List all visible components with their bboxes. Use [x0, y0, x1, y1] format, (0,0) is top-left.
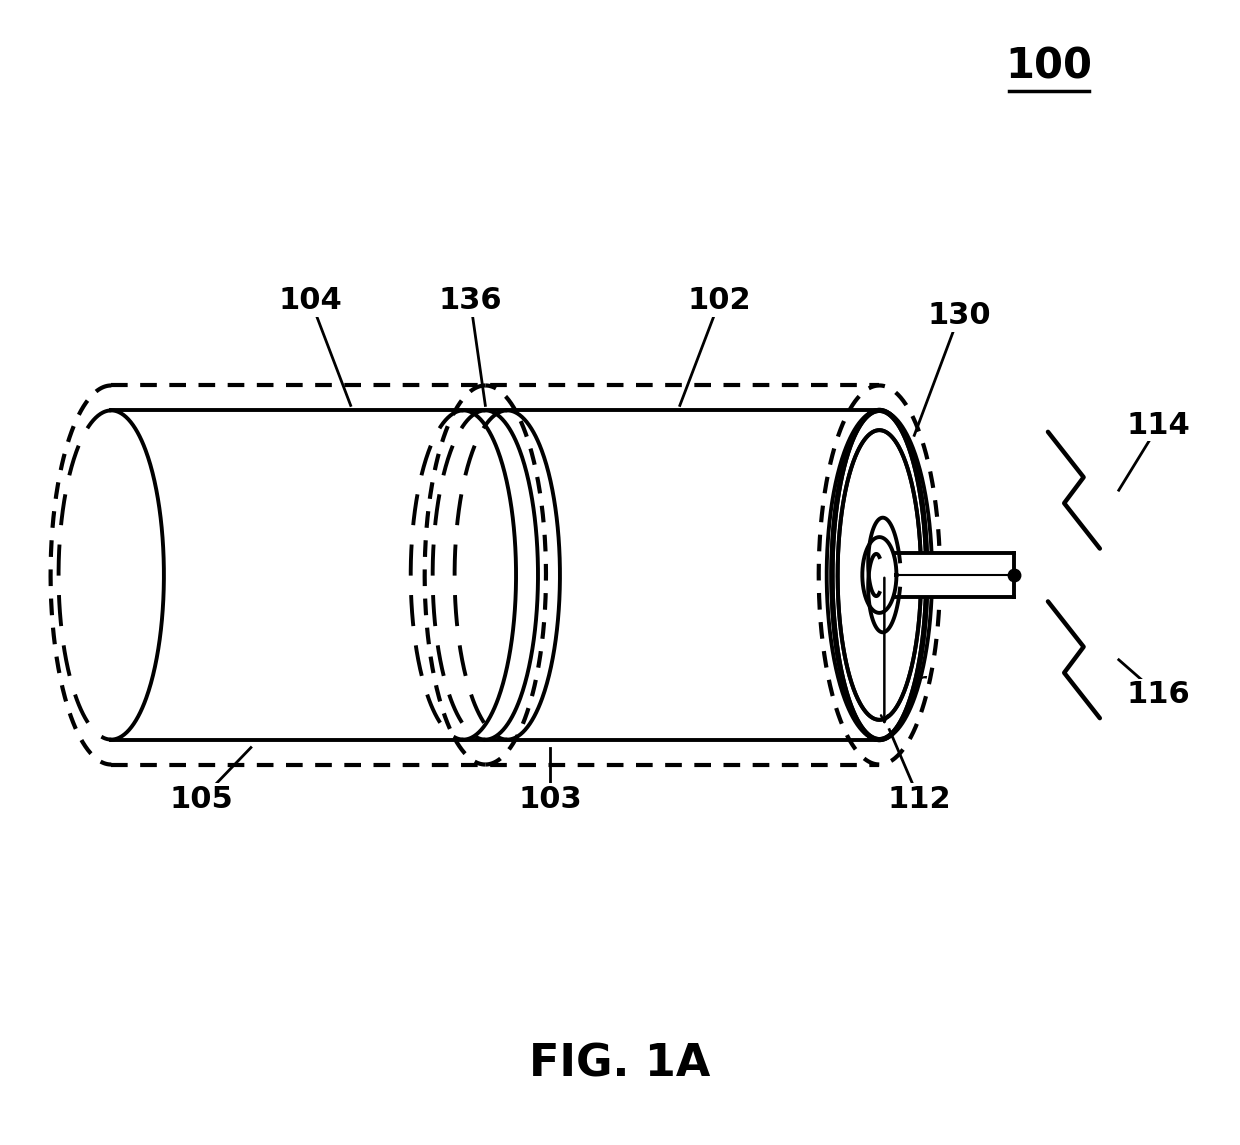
Polygon shape — [832, 410, 926, 740]
Text: $r$: $r$ — [913, 670, 929, 698]
Text: 105: 105 — [169, 785, 233, 814]
Text: 100: 100 — [1006, 46, 1092, 87]
Polygon shape — [879, 553, 1014, 597]
Polygon shape — [862, 537, 897, 613]
Text: 136: 136 — [439, 286, 502, 315]
Text: 103: 103 — [518, 785, 582, 814]
Text: 130: 130 — [928, 301, 991, 330]
Text: 112: 112 — [888, 785, 951, 814]
Text: FIG. 1A: FIG. 1A — [529, 1042, 711, 1085]
Text: 104: 104 — [279, 286, 342, 315]
Text: 102: 102 — [688, 286, 751, 315]
Text: 114: 114 — [1127, 411, 1190, 440]
Text: 116: 116 — [1127, 680, 1190, 709]
